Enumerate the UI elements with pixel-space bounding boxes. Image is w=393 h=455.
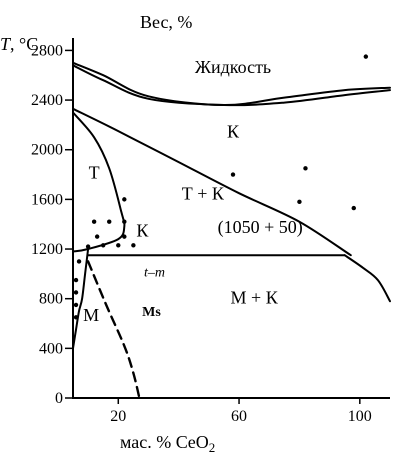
data-marker-3 — [122, 219, 127, 224]
y-tick-label-7: 2800 — [31, 42, 63, 59]
y-tick-label-6: 2400 — [31, 92, 63, 109]
region-label-7: Ms — [142, 305, 161, 320]
curve-m-boundary — [72, 248, 90, 350]
x-axis-prefix: мас. % CeO — [120, 432, 209, 452]
y-tick-label-0: 0 — [55, 390, 63, 407]
curve-m-k-boundary — [343, 254, 391, 303]
data-marker-4 — [94, 234, 100, 239]
data-marker-5 — [122, 234, 127, 239]
curve-t-k-upper-boundary — [72, 107, 352, 257]
data-marker-2 — [107, 219, 112, 224]
region-label-4: К — [136, 221, 149, 241]
y-axis-title: T, °C — [0, 34, 38, 54]
data-marker-17 — [297, 199, 302, 205]
y-tick-label-1: 400 — [39, 340, 63, 357]
data-marker-18 — [303, 166, 308, 171]
y-axis-unit: , °C — [10, 34, 38, 54]
data-marker-14 — [73, 315, 79, 320]
x-tick-label-2: 100 — [348, 408, 372, 425]
region-label-2: Т — [89, 162, 100, 182]
region-label-6: t–m — [144, 265, 165, 280]
region-label-0: Жидкость — [195, 57, 271, 77]
data-marker-15 — [363, 54, 369, 59]
region-label-8: М — [83, 305, 99, 325]
y-tick-label-3: 1200 — [31, 241, 63, 258]
y-tick-label-2: 800 — [39, 291, 63, 308]
data-marker-11 — [73, 277, 79, 283]
x-tick-label-1: 60 — [231, 408, 247, 425]
region-label-3: Т + К — [182, 183, 225, 203]
data-marker-10 — [76, 259, 82, 264]
region-label-1: К — [227, 121, 240, 141]
data-marker-0 — [122, 197, 127, 202]
data-marker-1 — [91, 219, 97, 224]
data-marker-8 — [116, 243, 121, 248]
region-label-9: М + К — [231, 288, 279, 308]
y-tick-label-4: 1600 — [31, 191, 63, 208]
y-axis-symbol: T — [0, 34, 12, 54]
data-marker-12 — [73, 290, 79, 295]
plot-area: 0 400 800 1200 1600 2000 2400 2800 20 60 100 Жидкос… — [31, 38, 391, 425]
data-marker-7 — [100, 243, 106, 248]
data-marker-9 — [131, 243, 136, 248]
x-tick-label-0: 20 — [110, 408, 126, 425]
x-axis-title: мас. % CeO2 — [120, 432, 215, 455]
chart-title: Вес, % — [140, 12, 192, 32]
data-marker-19 — [351, 205, 356, 211]
y-tick-label-5: 2000 — [31, 142, 63, 159]
data-marker-13 — [73, 302, 79, 308]
curve-martensite-start-Ms — [86, 260, 141, 400]
curve-liquidus-lower — [72, 64, 391, 107]
data-marker-6 — [85, 244, 91, 249]
region-label-5: (1050 + 50) — [218, 217, 303, 238]
data-marker-16 — [230, 172, 236, 177]
x-axis-subscript: 2 — [209, 440, 216, 455]
